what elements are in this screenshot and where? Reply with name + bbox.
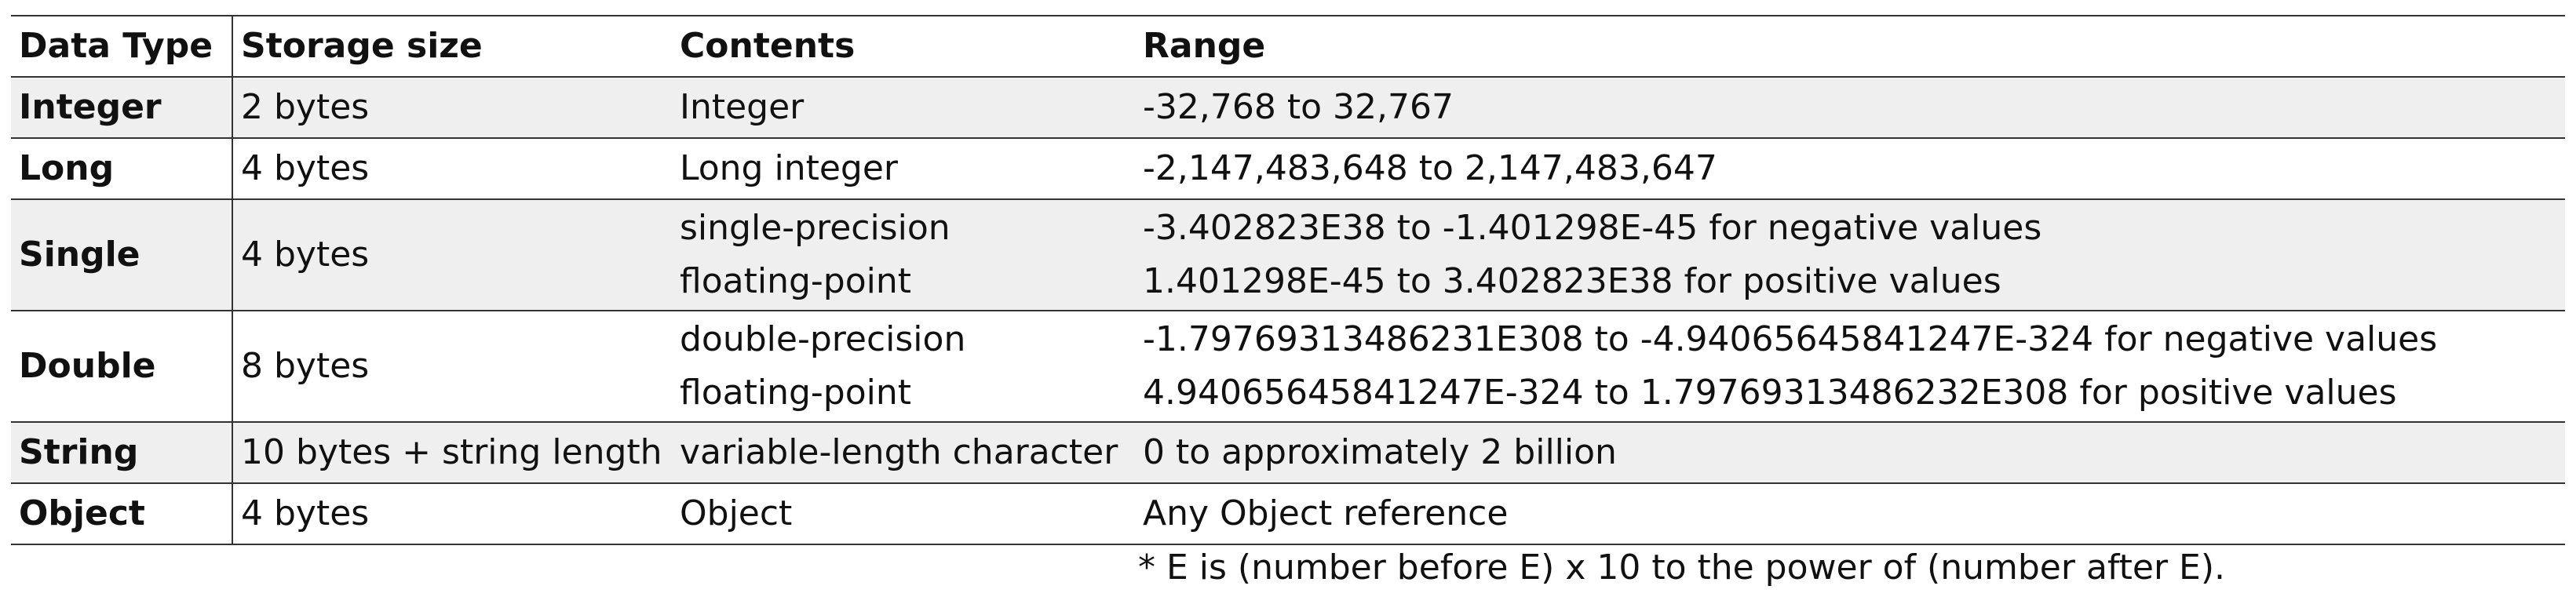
range-line: -3.402823E38 to -1.401298E-45 for negati…: [1143, 208, 2042, 248]
contents-line: Long integer: [680, 148, 898, 188]
contents-line: floating-point: [680, 261, 911, 301]
table-row: Single 4 bytes single-precision floating…: [11, 199, 2565, 311]
contents-line: single-precision: [680, 208, 950, 248]
cell-data-type: Long: [11, 138, 233, 200]
table-row: Double 8 bytes double-precision floating…: [11, 311, 2565, 423]
cell-storage-size: 4 bytes: [232, 483, 672, 545]
cell-range: Any Object reference: [1135, 483, 2565, 545]
cell-contents: Long integer: [672, 138, 1135, 200]
contents-line: Integer: [680, 87, 805, 127]
cell-contents: Object: [672, 483, 1135, 545]
contents-line: variable-length character: [680, 432, 1118, 472]
table-row: String 10 bytes + string length variable…: [11, 422, 2565, 484]
cell-data-type: Object: [11, 483, 233, 545]
header-data-type: Data Type: [11, 15, 233, 78]
range-line: 0 to approximately 2 billion: [1143, 432, 1617, 472]
range-line: -1.79769313486231E308 to -4.940656458412…: [1143, 319, 2438, 359]
table-row: Object 4 bytes Object Any Object referen…: [11, 483, 2565, 545]
cell-storage-size: 4 bytes: [232, 199, 672, 311]
contents-line: floating-point: [680, 373, 911, 413]
header-storage-size: Storage size: [232, 15, 672, 78]
range-line: 4.94065645841247E-324 to 1.7976931348623…: [1143, 373, 2397, 413]
cell-storage-size: 10 bytes + string length: [232, 422, 672, 484]
table-header-row: Data Type Storage size Contents Range: [11, 15, 2565, 78]
cell-storage-size: 2 bytes: [232, 77, 672, 139]
cell-contents: Integer: [672, 77, 1135, 139]
contents-line: double-precision: [680, 319, 966, 359]
range-line: Any Object reference: [1143, 493, 1509, 533]
cell-data-type: Integer: [11, 77, 233, 139]
table-row: Integer 2 bytes Integer -32,768 to 32,76…: [11, 77, 2565, 139]
data-types-table: Data Type Storage size Contents Range In…: [11, 15, 2565, 545]
cell-data-type: String: [11, 422, 233, 484]
contents-line: Object: [680, 493, 793, 533]
range-line: -2,147,483,648 to 2,147,483,647: [1143, 148, 1717, 188]
cell-range: -32,768 to 32,767: [1135, 77, 2565, 139]
header-contents: Contents: [672, 15, 1135, 78]
range-line: 1.401298E-45 to 3.402823E38 for positive…: [1143, 261, 2001, 301]
cell-contents: double-precision floating-point: [672, 311, 1135, 423]
cell-storage-size: 4 bytes: [232, 138, 672, 200]
cell-range: -1.79769313486231E308 to -4.940656458412…: [1135, 311, 2565, 423]
table-row: Long 4 bytes Long integer -2,147,483,648…: [11, 138, 2565, 200]
cell-contents: single-precision floating-point: [672, 199, 1135, 311]
header-range: Range: [1135, 15, 2565, 78]
cell-range: 0 to approximately 2 billion: [1135, 422, 2565, 484]
cell-range: -2,147,483,648 to 2,147,483,647: [1135, 138, 2565, 200]
cell-data-type: Single: [11, 199, 233, 311]
cell-storage-size: 8 bytes: [232, 311, 672, 423]
range-line: -32,768 to 32,767: [1143, 87, 1454, 127]
cell-contents: variable-length character: [672, 422, 1135, 484]
footnote: * E is (number before E) x 10 to the pow…: [1138, 548, 2225, 588]
cell-data-type: Double: [11, 311, 233, 423]
cell-range: -3.402823E38 to -1.401298E-45 for negati…: [1135, 199, 2565, 311]
